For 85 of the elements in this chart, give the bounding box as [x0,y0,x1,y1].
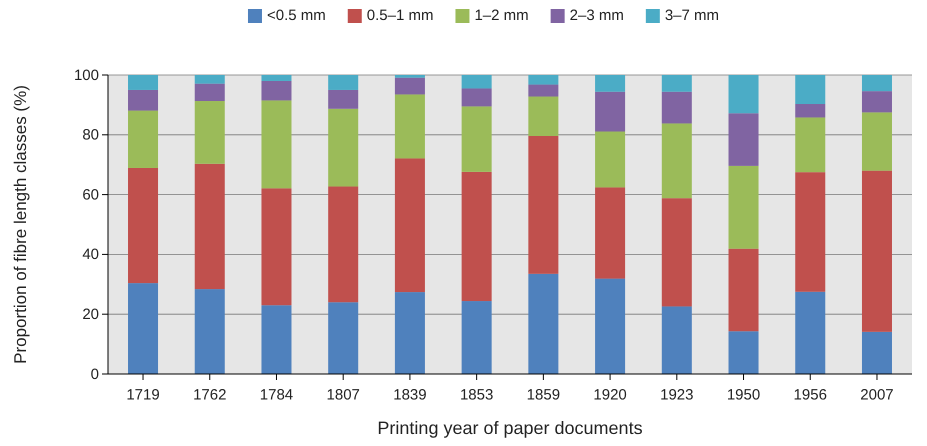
bar [795,117,826,172]
bar [194,289,225,374]
bar [728,75,759,114]
bar [261,75,292,81]
bar [194,164,225,290]
bar [595,75,626,92]
bar [528,274,558,374]
legend-label: 1–2 mm [474,7,529,24]
bar [862,170,892,332]
bar [728,248,759,332]
bar [662,92,692,124]
y-tick-label: 20 [82,306,99,323]
y-axis-title: Proportion of fibre length classes (%) [11,85,30,364]
bar [795,292,826,374]
y-tick-label: 60 [82,186,99,204]
x-axis-title: Printing year of paper documents [377,418,643,438]
bar [128,283,158,374]
bar [862,112,892,171]
bar [261,305,292,374]
legend-label: 0.5–1 mm [366,7,434,24]
x-tick-label: 1956 [794,386,827,404]
y-tick-label: 40 [82,246,99,264]
bar [261,100,292,188]
bar [328,75,358,90]
bar [128,168,158,284]
bar [662,123,692,198]
bar [728,113,759,166]
bar [261,80,292,100]
bar [662,306,692,374]
bar [795,172,826,292]
bar [595,132,626,188]
x-tick-label: 1920 [593,386,627,404]
bar [728,331,759,374]
x-tick-label: 1784 [260,386,294,404]
bar [528,84,558,97]
bar [328,302,358,374]
bar [795,104,826,118]
bar [462,88,492,106]
bar [795,75,826,104]
bar [462,301,492,374]
bar [862,75,892,92]
bar [595,92,626,132]
bar [662,198,692,306]
bar [862,91,892,112]
y-tick-label: 100 [74,66,99,84]
x-tick-label: 1853 [460,386,494,404]
bar [261,188,292,306]
bar [194,84,225,102]
x-tick-label: 1859 [526,386,560,404]
bar [394,75,425,78]
bar [728,166,759,249]
bar [595,187,626,279]
bar [528,136,558,274]
bar [328,90,358,109]
bar [528,96,558,136]
bar [328,108,358,187]
y-tick-label: 80 [82,126,99,144]
x-tick-label: 1923 [660,386,694,404]
bar [595,278,626,374]
bar [462,106,492,172]
bar [328,186,358,302]
bar [862,332,892,374]
legend-label: 2–3 mm [570,7,624,24]
bar [462,75,492,88]
bar [662,75,692,92]
x-tick-label: 1950 [726,386,760,404]
legend-label: 3–7 mm [664,7,720,24]
bar [394,158,425,292]
bar [128,90,158,111]
x-tick-label: 1807 [326,386,360,404]
x-tick-label: 1762 [193,386,226,404]
bar [394,78,425,94]
legend-label: <0.5 mm [266,7,326,24]
bar [194,101,225,164]
bar [394,292,425,374]
bar [394,94,425,158]
x-tick-label: 1839 [393,386,427,404]
bar [128,110,158,168]
x-tick-label: 2007 [860,386,894,404]
bar [128,75,158,90]
y-tick-label: 0 [90,366,99,383]
bar [528,75,558,85]
x-tick-label: 1719 [126,386,160,404]
bar [194,75,225,84]
bar [462,172,492,302]
